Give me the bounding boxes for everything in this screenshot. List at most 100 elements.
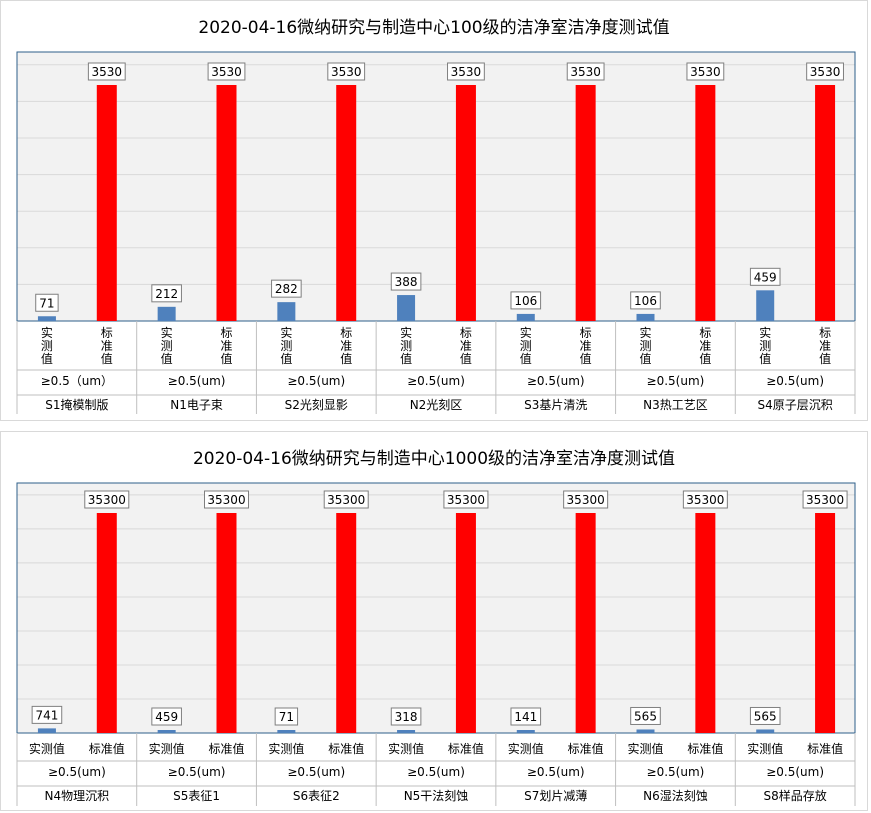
particle-size-label: ≥0.5(um) (287, 374, 345, 388)
group-label: N1电子束 (170, 398, 223, 412)
series-axis-label: 值 (819, 351, 831, 366)
data-label-box (682, 490, 728, 509)
plot-area (17, 52, 855, 321)
data-label: 3530 (570, 65, 601, 79)
series-axis-label: 测 (520, 339, 532, 353)
chart-title-1000: 2020-04-16微纳研究与制造中心1000级的洁净室洁净度测试值 (192, 449, 676, 469)
series-axis-label: 准 (699, 339, 711, 353)
particle-size-label: ≥0.5(um) (766, 374, 824, 388)
data-label-box (151, 284, 182, 303)
data-label: 3530 (92, 65, 123, 79)
series-axis-label: 实测值 (268, 741, 304, 756)
data-label: 741 (35, 708, 58, 722)
particle-size-label: ≥0.5(um) (647, 374, 705, 388)
series-axis-label: 标 (460, 326, 472, 340)
bar-measured (516, 730, 535, 733)
data-label: 212 (155, 287, 178, 301)
bar-measured (37, 728, 56, 733)
series-axis-label: 测 (280, 339, 292, 353)
series-axis-label: 实 (759, 325, 771, 340)
data-label-box (630, 706, 661, 725)
group-label: N4物理沉积 (45, 789, 110, 803)
data-label: 35300 (207, 493, 245, 507)
series-axis-label: 值 (161, 351, 173, 366)
bar-measured (636, 729, 655, 733)
data-label-box (566, 62, 605, 81)
series-axis-label: 测 (161, 339, 173, 353)
particle-size-label: ≥0.5(um) (647, 765, 705, 779)
data-label: 3530 (331, 65, 362, 79)
data-label: 388 (395, 275, 418, 289)
bar-measured (277, 730, 296, 733)
data-label-box (35, 293, 59, 312)
data-label-box (271, 279, 302, 298)
bar-standard (96, 85, 117, 321)
data-label: 565 (754, 709, 777, 723)
series-axis-label: 标 (340, 326, 352, 340)
bar-standard (336, 513, 357, 733)
series-axis-label: 实测值 (508, 741, 544, 756)
data-label: 141 (514, 710, 537, 724)
group-label: N5干法刻蚀 (404, 789, 469, 803)
group-label: S5表征1 (173, 789, 220, 803)
series-axis-label: 标准值 (807, 741, 843, 756)
data-label: 459 (155, 710, 178, 724)
bar-standard (695, 513, 716, 733)
series-axis-label: 标准值 (89, 741, 125, 756)
data-label-box (630, 291, 661, 310)
series-axis-label: 值 (580, 351, 592, 366)
data-label-box (31, 705, 63, 724)
series-axis-label: 值 (759, 351, 771, 366)
plot-border (16, 482, 856, 734)
bar-measured (756, 729, 775, 733)
data-label-box (204, 490, 249, 509)
series-axis-label: 值 (400, 351, 412, 366)
bar-measured (157, 306, 176, 321)
bar-standard (455, 513, 476, 733)
bar-measured (397, 730, 416, 733)
plot-border (16, 51, 856, 322)
series-axis-label: 实测值 (388, 741, 424, 756)
series-axis-label: 标准值 (448, 741, 484, 756)
particle-size-label: ≥0.5(um) (527, 374, 585, 388)
bar-measured (516, 313, 535, 321)
data-label-box (749, 267, 781, 286)
group-label: N2光刻区 (410, 398, 463, 412)
series-axis-label: 准 (220, 339, 232, 353)
data-label-box (323, 490, 369, 509)
series-axis-label: 实 (280, 325, 292, 340)
data-label: 71 (39, 296, 54, 310)
bar-standard (455, 85, 476, 321)
group-label: S4原子层沉积 (758, 398, 833, 412)
data-label-box (510, 291, 542, 310)
data-label: 35300 (327, 493, 365, 507)
data-label: 35300 (447, 493, 485, 507)
series-axis-label: 实测值 (149, 741, 185, 756)
particle-size-label: ≥0.5(um) (407, 374, 465, 388)
data-label-box (151, 707, 182, 726)
data-label: 106 (514, 294, 537, 308)
data-label-box (87, 62, 126, 81)
data-label-box (84, 490, 130, 509)
series-axis-label: 测 (41, 339, 53, 353)
series-axis-label: 值 (220, 351, 232, 366)
data-label: 35300 (567, 493, 605, 507)
data-label: 565 (634, 709, 657, 723)
bar-standard (96, 513, 117, 733)
series-axis-label: 准 (580, 339, 592, 353)
group-label: S6表征2 (293, 789, 340, 803)
series-axis-label: 标 (699, 326, 711, 340)
series-axis-label: 标准值 (687, 741, 723, 756)
plot-area (17, 483, 855, 733)
chart-100-svg: 71 实测值 3530 标准值 ≥0.5（um） S1掩模制版 212 实测值 3530 标准值 ≥… (16, 51, 856, 414)
series-axis-label: 标准值 (568, 741, 604, 756)
bar-standard (336, 85, 357, 321)
data-label: 35300 (88, 493, 126, 507)
data-label: 3530 (451, 65, 482, 79)
data-label-box (390, 707, 422, 726)
series-axis-label: 实测值 (29, 741, 65, 756)
data-label-box (510, 707, 542, 726)
series-axis-label: 测 (759, 339, 771, 353)
series-axis-label: 准 (101, 339, 113, 353)
bar-measured (756, 290, 775, 321)
